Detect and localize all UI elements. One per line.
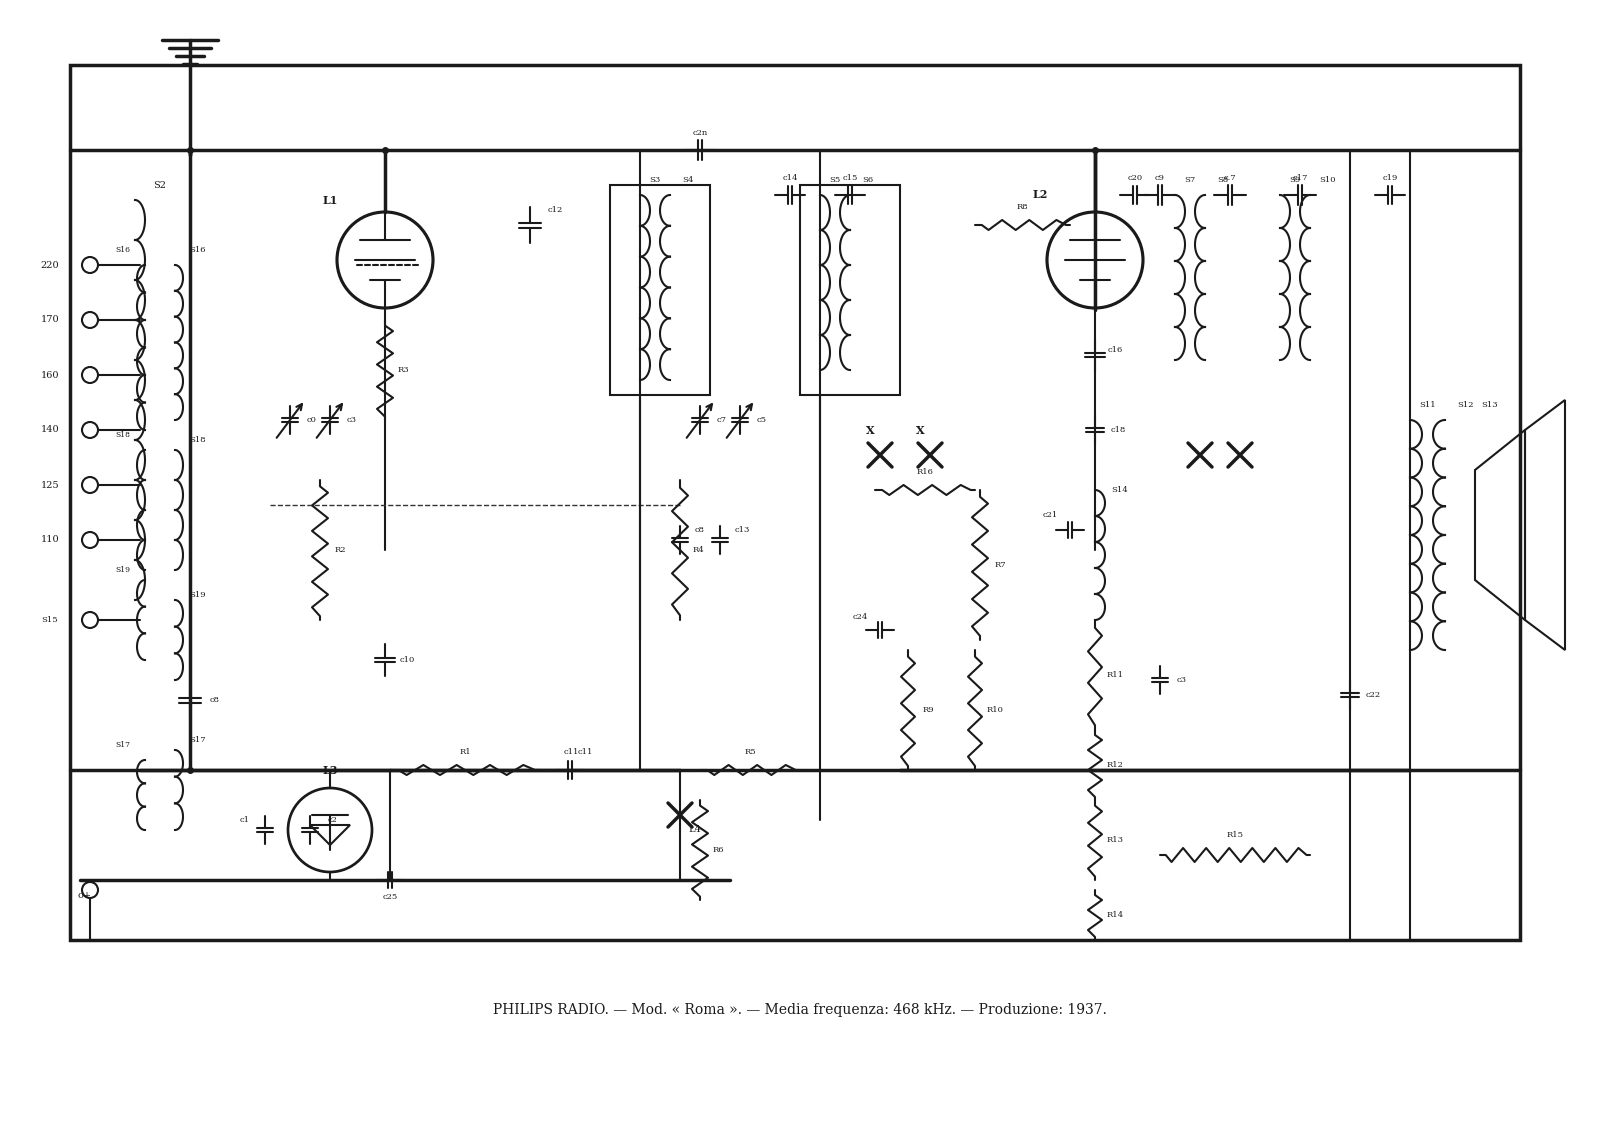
Text: R1: R1 [459, 748, 470, 756]
Text: c19: c19 [1382, 174, 1398, 182]
Text: R10: R10 [987, 706, 1003, 714]
Text: c25: c25 [382, 893, 398, 901]
Text: 220: 220 [40, 260, 59, 269]
Text: R11: R11 [1107, 671, 1123, 679]
Text: c16: c16 [1107, 346, 1123, 354]
Text: R3: R3 [397, 366, 410, 374]
Text: c2n: c2n [693, 129, 707, 137]
Text: S12: S12 [1456, 402, 1474, 409]
Text: S17: S17 [115, 741, 131, 749]
Text: R5: R5 [744, 748, 755, 756]
Text: S13: S13 [1482, 402, 1498, 409]
Bar [70, 64, 1520, 940]
Text: S4: S4 [682, 176, 694, 184]
Text: S3: S3 [650, 176, 661, 184]
Text: S17: S17 [190, 736, 206, 744]
Text: R15: R15 [1227, 831, 1243, 839]
Text: L3: L3 [322, 765, 338, 776]
Text: c18: c18 [1110, 426, 1126, 434]
Text: c7: c7 [717, 416, 726, 424]
Text: R8: R8 [1016, 202, 1027, 211]
Text: S8: S8 [1218, 176, 1229, 184]
Text: 140: 140 [40, 425, 59, 434]
Text: c1: c1 [240, 815, 250, 824]
Text: X: X [866, 424, 874, 435]
Text: 170: 170 [40, 316, 59, 325]
Text: S15: S15 [42, 616, 58, 624]
Text: c9: c9 [1155, 174, 1165, 182]
Text: c0: c0 [307, 416, 317, 424]
Bar [800, 185, 899, 395]
Text: X: X [915, 424, 925, 435]
Text: R16: R16 [917, 468, 933, 476]
Text: c20: c20 [1128, 174, 1142, 182]
Text: S7: S7 [1184, 176, 1195, 184]
Text: c10: c10 [400, 656, 414, 664]
Text: c.7: c.7 [1224, 174, 1237, 182]
Text: S5: S5 [829, 176, 840, 184]
Text: c24: c24 [853, 613, 867, 621]
Text: R7: R7 [994, 561, 1006, 569]
Text: L1: L1 [322, 195, 338, 206]
Text: c12: c12 [547, 206, 563, 214]
Text: c14: c14 [782, 174, 798, 182]
Text: c15: c15 [842, 174, 858, 182]
Text: 160: 160 [40, 371, 59, 380]
Text: 110: 110 [40, 535, 59, 544]
Text: S16: S16 [115, 247, 131, 254]
Text: L4: L4 [688, 826, 701, 835]
Text: 125: 125 [40, 481, 59, 490]
Text: o+: o+ [78, 890, 93, 899]
Text: c5: c5 [757, 416, 766, 424]
Text: S19: S19 [190, 592, 206, 599]
Text: R4: R4 [693, 546, 704, 554]
Text: S11: S11 [1419, 402, 1437, 409]
Text: R2: R2 [334, 546, 346, 554]
Text: S18: S18 [190, 435, 206, 444]
Text: c22: c22 [1365, 691, 1381, 699]
Text: S9: S9 [1290, 176, 1301, 184]
Text: R14: R14 [1107, 910, 1123, 920]
Text: S6: S6 [862, 176, 874, 184]
Text: c8: c8 [694, 526, 706, 534]
Text: R12: R12 [1107, 761, 1123, 769]
Text: c3: c3 [347, 416, 357, 424]
Bar [610, 185, 710, 395]
Text: S2: S2 [154, 181, 166, 190]
Text: c21: c21 [1042, 511, 1058, 519]
Text: R6: R6 [712, 846, 723, 854]
Text: c17: c17 [1293, 174, 1307, 182]
Text: S19: S19 [115, 566, 131, 575]
Text: S16: S16 [190, 247, 206, 254]
Text: S10: S10 [1320, 176, 1336, 184]
Text: R13: R13 [1107, 836, 1123, 844]
Text: c8: c8 [210, 696, 221, 703]
Text: c13: c13 [734, 526, 750, 534]
Text: c3: c3 [1178, 676, 1187, 684]
Text: S18: S18 [115, 431, 131, 439]
Text: S14: S14 [1112, 486, 1128, 494]
Text: R9: R9 [922, 706, 934, 714]
Text: c11: c11 [563, 748, 579, 756]
Text: c11: c11 [578, 748, 592, 756]
Text: c2: c2 [328, 815, 338, 824]
Text: PHILIPS RADIO. — Mod. « Roma ». — Media frequenza: 468 kHz. — Produzione: 1937.: PHILIPS RADIO. — Mod. « Roma ». — Media … [493, 1003, 1107, 1017]
Text: L2: L2 [1032, 190, 1048, 200]
